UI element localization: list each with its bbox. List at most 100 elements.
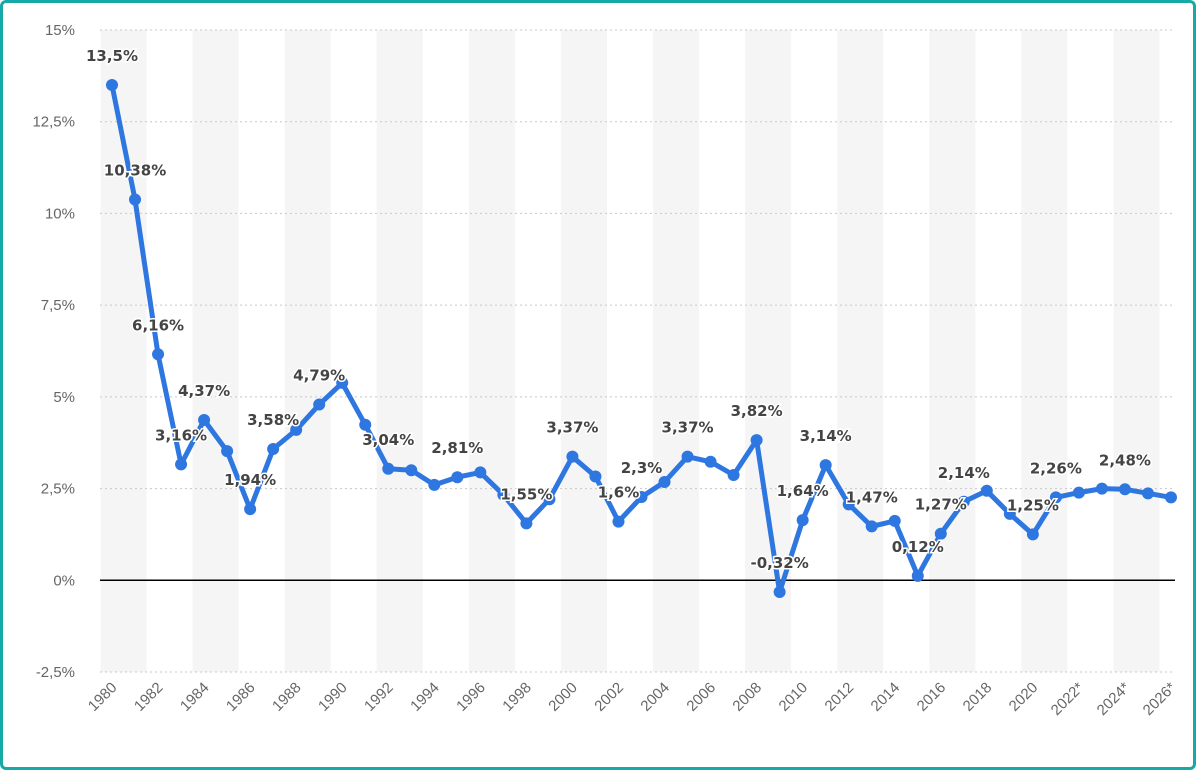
data-point: [405, 464, 418, 477]
data-label: 13,5%: [86, 47, 138, 65]
column-band: [653, 30, 700, 672]
column-band: [1021, 30, 1068, 672]
gridlines: [100, 29, 1175, 673]
data-label: 1,47%: [846, 488, 898, 506]
data-point: [980, 484, 993, 497]
data-labels: 13,5% 10,38% 6,16% 3,16% 4,37% 1,94% 3,58% 4,79…: [84, 46, 1152, 574]
column-band: [837, 30, 884, 672]
data-point: [1026, 528, 1039, 541]
data-label: 2,26%: [1030, 459, 1082, 477]
data-point: [888, 514, 901, 527]
x-tick-label: 1982: [131, 679, 167, 715]
data-point: [819, 459, 832, 472]
data-point: [244, 503, 257, 516]
data-label: 2,14%: [938, 464, 990, 482]
y-axis: 15% 12,5% 10% 7,5% 5% 2,5% 0% -2,5%: [32, 22, 75, 681]
data-point: [1072, 486, 1085, 499]
x-tick-label: 2024*: [1094, 679, 1134, 719]
data-label: 1,64%: [777, 482, 829, 500]
x-axis: 1980 1982 1984 1986 1988 1990 1992 1994 1996 1998…: [85, 679, 1180, 719]
data-label: 1,25%: [1007, 496, 1059, 514]
x-tick-label: 2006: [683, 679, 719, 715]
data-point: [865, 520, 878, 533]
data-point: [474, 466, 487, 479]
x-tick-label: 2002: [591, 679, 627, 715]
x-tick-label: 1984: [177, 679, 213, 715]
data-point: [359, 418, 372, 431]
column-band: [929, 30, 976, 672]
data-point: [612, 515, 625, 528]
column-bands: [100, 30, 1160, 672]
x-tick-label: 1994: [407, 679, 443, 715]
y-tick-label: 7,5%: [41, 297, 75, 314]
data-point: [1118, 483, 1131, 496]
data-point: [428, 478, 441, 491]
data-point: [106, 79, 118, 92]
data-point: [497, 488, 510, 501]
y-tick-label: 2,5%: [41, 481, 75, 498]
data-label: 4,79%: [293, 367, 345, 385]
data-point: [290, 423, 303, 436]
column-band: [100, 30, 147, 672]
data-point: [543, 493, 556, 506]
x-tick-label: 1986: [223, 679, 259, 715]
x-tick-label: 1990: [315, 679, 351, 715]
data-point: [520, 517, 533, 530]
x-tick-label: 1992: [361, 679, 397, 715]
x-tick-label: 2008: [729, 679, 765, 715]
column-band: [468, 30, 515, 672]
data-label: -0,32%: [750, 554, 808, 572]
data-point: [1049, 491, 1062, 504]
column-band: [192, 30, 239, 672]
data-label: 10,38%: [104, 161, 166, 179]
data-point: [911, 569, 924, 582]
x-tick-label: 2016: [914, 679, 950, 715]
data-label: 4,37%: [178, 382, 230, 400]
x-tick-label: 1980: [85, 679, 121, 715]
data-point: [934, 527, 947, 540]
data-point: [267, 442, 280, 455]
data-point: [1165, 491, 1177, 504]
x-tick-label: 2022*: [1048, 679, 1088, 719]
data-point: [221, 445, 234, 458]
data-label: 2,3%: [621, 459, 663, 477]
y-tick-label: -2,5%: [36, 664, 75, 681]
x-tick-label: 2020: [1006, 679, 1042, 715]
y-tick-label: 10%: [45, 205, 75, 222]
data-point: [727, 468, 740, 481]
column-band: [376, 30, 423, 672]
data-point: [796, 514, 809, 527]
data-label: 1,55%: [500, 485, 552, 503]
x-tick-label: 2026*: [1140, 679, 1180, 719]
data-point: [842, 498, 855, 511]
data-point: [451, 471, 464, 484]
column-band: [745, 30, 792, 672]
data-point: [681, 450, 694, 463]
data-point: [175, 458, 188, 471]
x-tick-label: 1998: [499, 679, 535, 715]
data-label: 3,14%: [800, 427, 852, 445]
y-tick-label: 0%: [53, 572, 75, 589]
data-label: 0,12%: [892, 538, 944, 556]
x-tick-label: 2010: [776, 679, 812, 715]
column-band: [284, 30, 331, 672]
data-point: [336, 376, 349, 389]
y-tick-label: 5%: [53, 389, 75, 406]
data-point: [198, 413, 211, 426]
data-label: 3,04%: [362, 431, 414, 449]
data-point: [658, 475, 671, 488]
y-tick-label: 15%: [45, 22, 75, 39]
data-point: [589, 470, 602, 483]
data-point: [635, 491, 648, 504]
data-point: [152, 348, 165, 361]
data-label: 3,37%: [546, 419, 598, 437]
data-point: [129, 193, 142, 206]
column-band: [560, 30, 607, 672]
data-point: [1095, 482, 1108, 495]
data-label: 1,94%: [224, 471, 276, 489]
data-point: [773, 586, 786, 599]
data-label: 1,27%: [915, 496, 967, 514]
column-band: [1113, 30, 1160, 672]
data-point: [313, 398, 326, 411]
